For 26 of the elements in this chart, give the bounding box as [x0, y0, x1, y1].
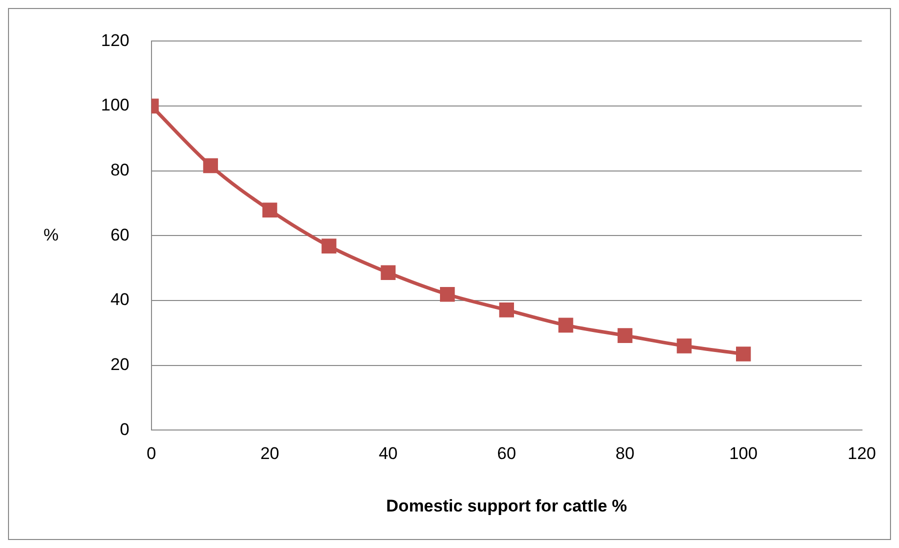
y-tick-label: 80 — [110, 160, 130, 180]
x-tick-label: 0 — [146, 444, 156, 464]
point — [618, 328, 632, 343]
x-tick-label: 120 — [848, 444, 876, 464]
y-tick-label: 120 — [100, 30, 130, 50]
x-tick-label: 60 — [497, 444, 516, 464]
y-tick-label: 40 — [110, 290, 130, 310]
x-tick-label: 80 — [616, 444, 634, 464]
point — [262, 202, 278, 218]
y-axis-title: % — [43, 225, 59, 244]
y-tick-label: 100 — [100, 96, 130, 115]
x-tick-label: 20 — [260, 444, 280, 464]
point — [380, 265, 396, 280]
point — [499, 302, 514, 318]
point — [322, 238, 336, 254]
y-tick-label: 60 — [110, 225, 130, 244]
y-tick-label: 20 — [110, 355, 130, 374]
x-axis-title: Domestic support for cattle % — [386, 496, 628, 516]
point — [558, 318, 574, 333]
x-tick-label: 100 — [729, 444, 758, 464]
y-tick-label: 0 — [120, 420, 130, 439]
point — [203, 158, 218, 174]
point — [676, 338, 692, 354]
point — [736, 346, 751, 362]
point — [440, 286, 455, 302]
x-tick-label: 40 — [378, 444, 398, 464]
